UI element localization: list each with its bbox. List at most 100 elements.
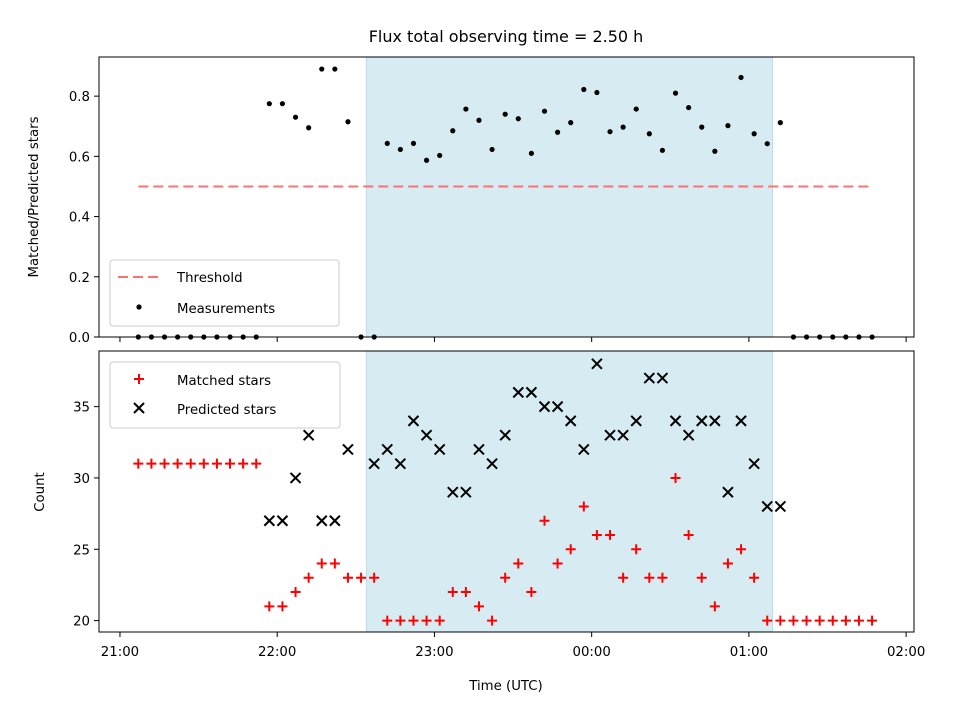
measurement-point: [476, 117, 482, 123]
matched-star-point: [146, 458, 157, 469]
measurement-point: [555, 129, 561, 135]
matched-star-point: [709, 601, 720, 612]
matched-star-point: [211, 458, 222, 469]
measurement-point: [672, 90, 679, 96]
x-tick-label: 23:00: [415, 645, 453, 660]
predicted-star-point: [420, 429, 433, 441]
bottom-y-tick-label: 35: [73, 401, 90, 416]
measurement-point: [515, 116, 521, 122]
measurement-point: [397, 146, 403, 153]
matched-star-point: [565, 544, 576, 555]
predicted-star-point: [735, 415, 747, 427]
predicted-star-point: [682, 429, 695, 441]
predicted-star-point: [407, 415, 420, 427]
predicted-star-point: [394, 457, 407, 470]
predicted-star-point: [499, 429, 511, 441]
predicted-star-point: [263, 515, 276, 527]
measurement-point: [620, 124, 626, 130]
matched-star-point: [696, 572, 707, 583]
x-tick-label: 02:00: [887, 645, 925, 660]
matched-star-point: [460, 587, 471, 598]
predicted-star-point: [302, 429, 315, 441]
measurement-point: [541, 108, 548, 114]
measurement-point: [738, 74, 744, 81]
legend-matched-swatch: [134, 374, 144, 384]
matched-star-point: [591, 530, 602, 541]
top-y-axis: 0.0 0.2 0.4 0.6 0.8: [69, 90, 99, 346]
matched-star-point: [303, 572, 314, 583]
predicted-star-point: [722, 486, 734, 498]
matched-star-point: [356, 572, 367, 583]
legend-measurements-swatch: [136, 304, 142, 310]
top-legend-frame: [109, 259, 340, 327]
x-tick-label: 01:00: [730, 645, 768, 660]
matched-star-point: [513, 558, 524, 569]
predicted-star-point: [538, 400, 551, 413]
measurement-point: [686, 104, 692, 111]
matched-star-point: [605, 530, 616, 541]
bottom-y-tick-label: 20: [73, 615, 90, 630]
matched-star-point: [473, 601, 484, 612]
top-y-tick-label: 0.8: [69, 90, 90, 105]
predicted-star-point: [630, 415, 642, 427]
matched-star-point: [225, 458, 236, 469]
matched-star-point: [526, 587, 537, 598]
predicted-star-point: [578, 443, 590, 456]
top-panel: 0.00.20.40.60.8 Matched/Predicted stars …: [27, 56, 915, 346]
predicted-star-point: [748, 457, 760, 470]
matched-star-point: [749, 572, 760, 583]
predicted-star-point: [591, 358, 603, 370]
measurement-point: [607, 129, 613, 135]
matched-star-point: [198, 458, 209, 469]
legend-measurements-label: Measurements: [177, 302, 275, 317]
x-tick-label: 22:00: [258, 645, 296, 660]
matched-star-point: [434, 615, 445, 626]
predicted-star-point: [289, 472, 302, 484]
matched-star-point: [631, 544, 642, 555]
measurement-point: [292, 114, 299, 120]
measurement-point: [751, 131, 757, 137]
top-y-axis-label: Matched/Predicted stars: [27, 116, 42, 277]
matched-star-point: [277, 601, 288, 612]
matched-star-point: [670, 472, 681, 483]
matched-star-point: [539, 515, 550, 526]
matched-star-point: [447, 587, 458, 598]
predicted-star-point: [276, 515, 289, 527]
measurement-point: [319, 66, 325, 72]
measurement-point: [764, 141, 770, 147]
top-legend: Threshold Measurements: [109, 259, 340, 327]
bottom-x-axis: 21:00 22:00 23:00 00:00 01:00 02:00: [101, 632, 925, 660]
predicted-star-point: [564, 415, 577, 427]
predicted-star-point: [656, 372, 669, 384]
matched-star-point: [853, 615, 864, 626]
top-y-tick-label: 0.4: [69, 211, 90, 226]
measurement-point: [450, 128, 456, 134]
matched-star-point: [408, 615, 419, 626]
matched-star-point: [736, 544, 747, 555]
bottom-series: [133, 358, 878, 626]
matched-star-point: [369, 572, 380, 583]
legend-predicted-swatch: [133, 402, 145, 414]
x-axis-label: Time (UTC): [468, 679, 543, 694]
predicted-star-point: [617, 429, 629, 441]
measurement-point: [659, 147, 666, 153]
legend-matched-label: Matched stars: [177, 374, 271, 389]
predicted-star-point: [669, 415, 682, 427]
top-y-tick-label: 0.6: [69, 150, 90, 165]
predicted-star-point: [512, 386, 525, 399]
matched-star-point: [329, 558, 340, 569]
matched-star-point: [683, 530, 694, 541]
predicted-star-point: [381, 443, 393, 456]
matched-star-point: [133, 458, 144, 469]
matched-star-point: [395, 615, 406, 626]
matched-star-point: [251, 458, 262, 469]
predicted-star-point: [486, 457, 498, 470]
matched-star-point: [801, 615, 812, 626]
predicted-star-point: [774, 500, 787, 513]
predicted-star-point: [709, 415, 721, 427]
matched-star-point: [500, 572, 511, 583]
x-tick-label: 00:00: [573, 645, 611, 660]
measurement-point: [594, 89, 600, 96]
predicted-star-point: [447, 486, 459, 498]
